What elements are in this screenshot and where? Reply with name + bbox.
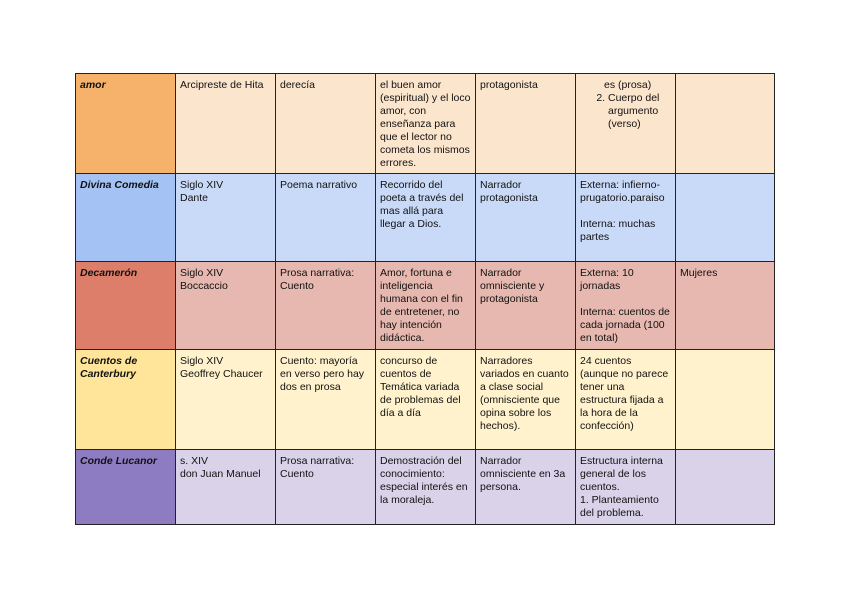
narrator-cell[interactable]: protagonista [475,73,576,174]
narrator-cell[interactable]: Narrador protagonista [475,173,576,262]
narrator-cell[interactable]: Narrador omnisciente y protagonista [475,261,576,350]
theme-cell[interactable]: concurso de cuentos de Temática variada … [375,349,476,450]
literature-table: amor Arcipreste de Hita derecía el buen … [75,73,775,525]
work-title-cell[interactable]: amor [75,73,176,174]
theme-cell[interactable]: Amor, fortuna e inteligencia humana con … [375,261,476,350]
structure-cell[interactable]: Estructura interna general de los cuento… [575,449,676,525]
structure-cell[interactable]: es (prosa) Cuerpo del argumento (verso) [575,73,676,174]
structure-cell[interactable]: Externa: infierno-prugatorio.paraiso Int… [575,173,676,262]
author-cell[interactable]: Siglo XIV Dante [175,173,276,262]
table-row: Divina Comedia Siglo XIV Dante Poema nar… [75,173,775,262]
theme-cell[interactable]: el buen amor (espiritual) y el loco amor… [375,73,476,174]
author-cell[interactable]: s. XIV don Juan Manuel [175,449,276,525]
work-title-cell[interactable]: Decamerón [75,261,176,350]
theme-cell[interactable]: Demostración del conocimiento: especial … [375,449,476,525]
narrator-cell[interactable]: Narradores variados en cuanto a clase so… [475,349,576,450]
author-cell[interactable]: Arcipreste de Hita [175,73,276,174]
extra-cell[interactable] [675,73,775,174]
author-cell[interactable]: Siglo XIV Boccaccio [175,261,276,350]
theme-cell[interactable]: Recorrido del poeta a través del mas all… [375,173,476,262]
work-title-cell[interactable]: Divina Comedia [75,173,176,262]
author-cell[interactable]: Siglo XIV Geoffrey Chaucer [175,349,276,450]
narrator-cell[interactable]: Narrador omnisciente en 3a persona. [475,449,576,525]
table-row: Conde Lucanor s. XIV don Juan Manuel Pro… [75,449,775,525]
genre-cell[interactable]: Cuento: mayoría en verso pero hay dos en… [275,349,376,450]
genre-cell[interactable]: Prosa narrativa: Cuento [275,261,376,350]
table-row: Decamerón Siglo XIV Boccaccio Prosa narr… [75,261,775,350]
genre-cell[interactable]: derecía [275,73,376,174]
structure-cell[interactable]: Externa: 10 jornadas Interna: cuentos de… [575,261,676,350]
structure-cell[interactable]: 24 cuentos (aunque no parece tener una e… [575,349,676,450]
work-title-cell[interactable]: Cuentos de Canterbury [75,349,176,450]
structure-list: Cuerpo del argumento (verso) [580,92,671,131]
table-row: Cuentos de Canterbury Siglo XIV Geoffrey… [75,349,775,450]
genre-cell[interactable]: Prosa narrativa: Cuento [275,449,376,525]
structure-list-item: Cuerpo del argumento (verso) [608,92,671,131]
table-row: amor Arcipreste de Hita derecía el buen … [75,73,775,174]
extra-cell[interactable] [675,449,775,525]
structure-continuation: es (prosa) [604,79,652,91]
extra-cell[interactable] [675,173,775,262]
work-title-cell[interactable]: Conde Lucanor [75,449,176,525]
extra-cell[interactable]: Mujeres [675,261,775,350]
genre-cell[interactable]: Poema narrativo [275,173,376,262]
extra-cell[interactable] [675,349,775,450]
